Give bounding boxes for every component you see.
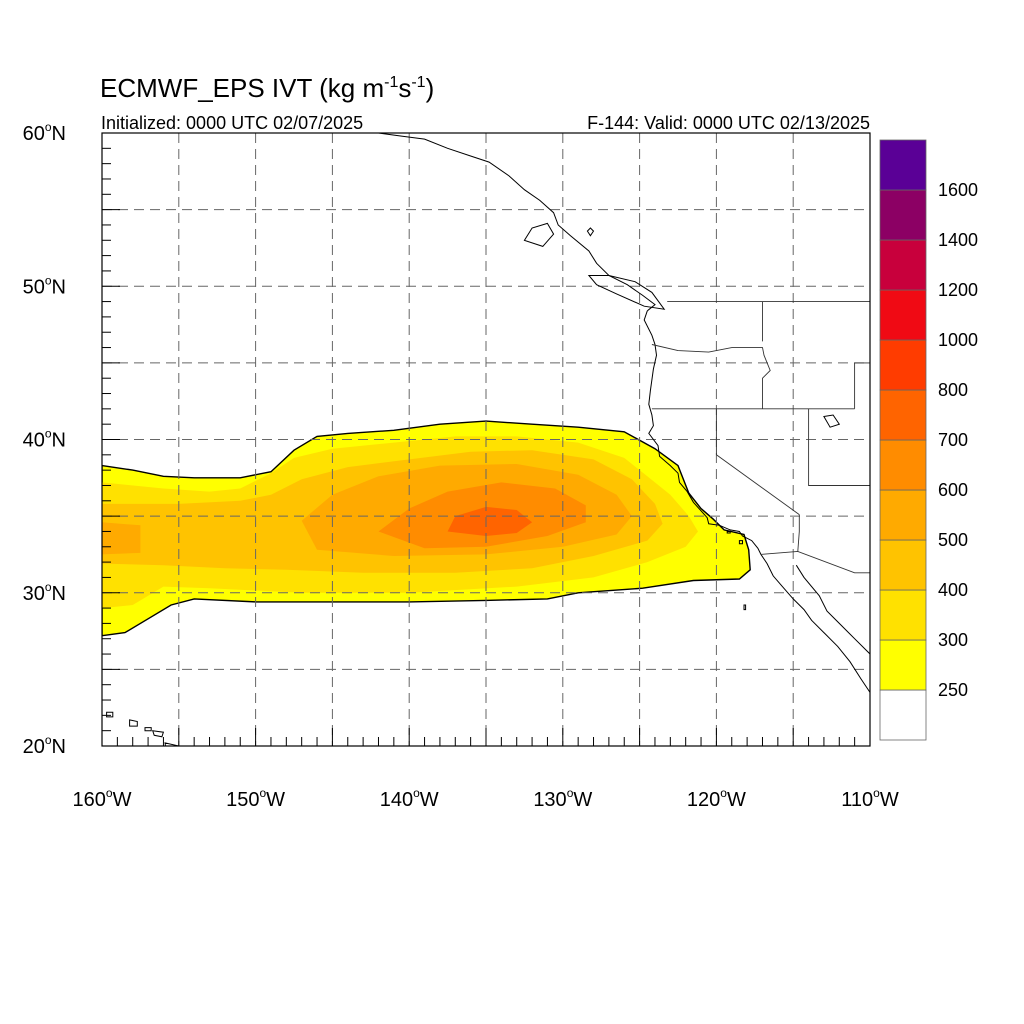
- island-outline: [738, 540, 743, 545]
- longitude-tick-label: 140oW: [380, 786, 439, 811]
- lake-outline: [823, 414, 841, 428]
- island-outline: [164, 742, 180, 746]
- colorbar-tick-label: 800: [938, 380, 968, 400]
- colorbar-box: [879, 389, 927, 441]
- longitude-tick-label: 110oW: [841, 786, 899, 811]
- island-outline: [151, 730, 165, 738]
- ivt-contour-fill: [447, 506, 533, 536]
- colorbar-tick-label: 500: [938, 530, 968, 550]
- coastlines-borders-layer: [106, 133, 870, 746]
- colorbar-tick-label: 1000: [938, 330, 978, 350]
- colorbar-tick-label: 700: [938, 430, 968, 450]
- colorbar-box: [879, 589, 927, 641]
- colorbar-tick-label: 250: [938, 680, 968, 700]
- latitude-tick-label: 40oN: [23, 427, 66, 452]
- map-frame: [101, 132, 871, 747]
- latitude-tick-label: 50oN: [23, 273, 66, 298]
- colorbar-box: [879, 139, 927, 191]
- colorbar-box: [879, 689, 927, 741]
- colorbar-box: [879, 339, 927, 391]
- longitude-tick-label: 160oW: [73, 786, 132, 811]
- coastline-north-america: [643, 310, 870, 693]
- latitude-tick-label: 30oN: [23, 580, 66, 605]
- latitude-labels: 60oN 50oN 40oN 30oN 20oN: [23, 120, 66, 758]
- colorbar-box: [879, 439, 927, 491]
- ivt-shading-layer: [102, 420, 751, 637]
- island-outline: [523, 222, 555, 247]
- colorbar-tick-label: 600: [938, 480, 968, 500]
- longitude-tick-label: 130oW: [533, 786, 592, 811]
- valid-label: F-144: Valid: 0000 UTC 02/13/2025: [587, 113, 870, 133]
- island-outline: [726, 531, 731, 534]
- colorbar-box: [879, 239, 927, 291]
- map-plot-area: [101, 132, 871, 747]
- longitude-tick-label: 150oW: [226, 786, 285, 811]
- coastline-british-columbia: [378, 133, 656, 312]
- gridlines-layer: [102, 133, 870, 746]
- state-border: [854, 362, 870, 409]
- latitude-tick-label: 60oN: [23, 120, 66, 145]
- colorbar-tick-label: 1200: [938, 280, 978, 300]
- island-outline: [587, 275, 666, 310]
- island-outline: [743, 604, 747, 611]
- island-outline: [129, 719, 138, 727]
- colorbar: 250 300 400 500 600 700 800 1000 1200 1400 1600: [879, 139, 978, 741]
- state-border: [797, 514, 800, 552]
- colorbar-tick-label: 1600: [938, 180, 978, 200]
- chart-title: ECMWF_EPS IVT (kg m-1s-1): [100, 73, 434, 103]
- latitude-tick-label: 20oN: [23, 733, 66, 758]
- island-outline: [144, 727, 152, 732]
- longitude-tick-label: 120oW: [687, 786, 746, 811]
- colorbar-tick-label: 300: [938, 630, 968, 650]
- coastline-gulf-of-california: [795, 564, 870, 655]
- state-border: [760, 550, 870, 574]
- colorbar-box: [879, 189, 927, 241]
- ivt-contour-fill: [102, 522, 141, 555]
- longitude-labels: 160oW 150oW 140oW 130oW 120oW 110oW: [73, 786, 899, 811]
- colorbar-box: [879, 539, 927, 591]
- initialized-label: Initialized: 0000 UTC 02/07/2025: [101, 113, 363, 133]
- colorbar-box: [879, 489, 927, 541]
- colorbar-box: [879, 639, 927, 691]
- state-border: [715, 408, 800, 515]
- colorbar-box: [879, 289, 927, 341]
- state-border: [808, 408, 870, 486]
- colorbar-tick-label: 1400: [938, 230, 978, 250]
- colorbar-tick-label: 400: [938, 580, 968, 600]
- state-border: [651, 344, 771, 409]
- island-outline: [586, 227, 595, 237]
